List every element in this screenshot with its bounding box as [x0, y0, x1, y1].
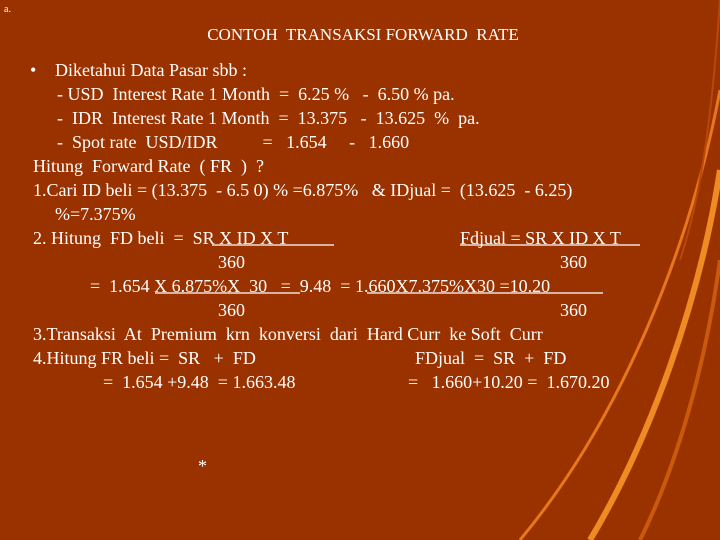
text-line: 4.Hitung FR beli = SR + FD — [33, 348, 256, 368]
body: • Diketahui Data Pasar sbb : - USD Interes… — [30, 60, 621, 476]
text-line: • — [30, 60, 36, 80]
text-line: Hitung Forward Rate ( FR ) ? — [33, 156, 264, 177]
text-line: * — [198, 456, 207, 476]
text-line: Fdjual = SR X ID X T — [460, 228, 621, 248]
text-line: - Spot rate USD/IDR = 1.654 - 1.660 — [57, 132, 409, 152]
text-line: = 1.660+10.20 = 1.670.20 — [408, 372, 609, 392]
text-line: 360 — [218, 300, 245, 320]
text-line: - IDR Interest Rate 1 Month = 13.375 - 1… — [57, 108, 480, 128]
text-line: 1.Cari ID beli = (13.375 - 6.5 0) % =6.8… — [33, 180, 572, 201]
text-line: 3.Transaksi At Premium krn konversi dari… — [33, 324, 543, 344]
text-line: = 1.654 +9.48 = 1.663.48 — [103, 372, 295, 392]
text-line: %=7.375% — [55, 204, 136, 224]
text-line: Diketahui Data Pasar sbb : — [55, 60, 247, 80]
text-line: 360 — [560, 300, 587, 320]
text-line: 2. Hitung FD beli = SR X ID X T — [33, 228, 288, 248]
text-line: 360 — [218, 252, 245, 272]
corner-label: a. — [4, 4, 11, 15]
text-line: 360 — [560, 252, 587, 272]
underlines — [155, 244, 640, 294]
text-line: = 1.654 X 6.875%X 30 = 9.48 = 1.660X7.37… — [90, 276, 550, 296]
decoration — [518, 0, 720, 540]
text-line: FDjual = SR + FD — [415, 348, 566, 368]
title: CONTOH TRANSAKSI FORWARD RATE — [207, 25, 519, 44]
text-line: - USD Interest Rate 1 Month = 6.25 % - 6… — [57, 84, 455, 104]
